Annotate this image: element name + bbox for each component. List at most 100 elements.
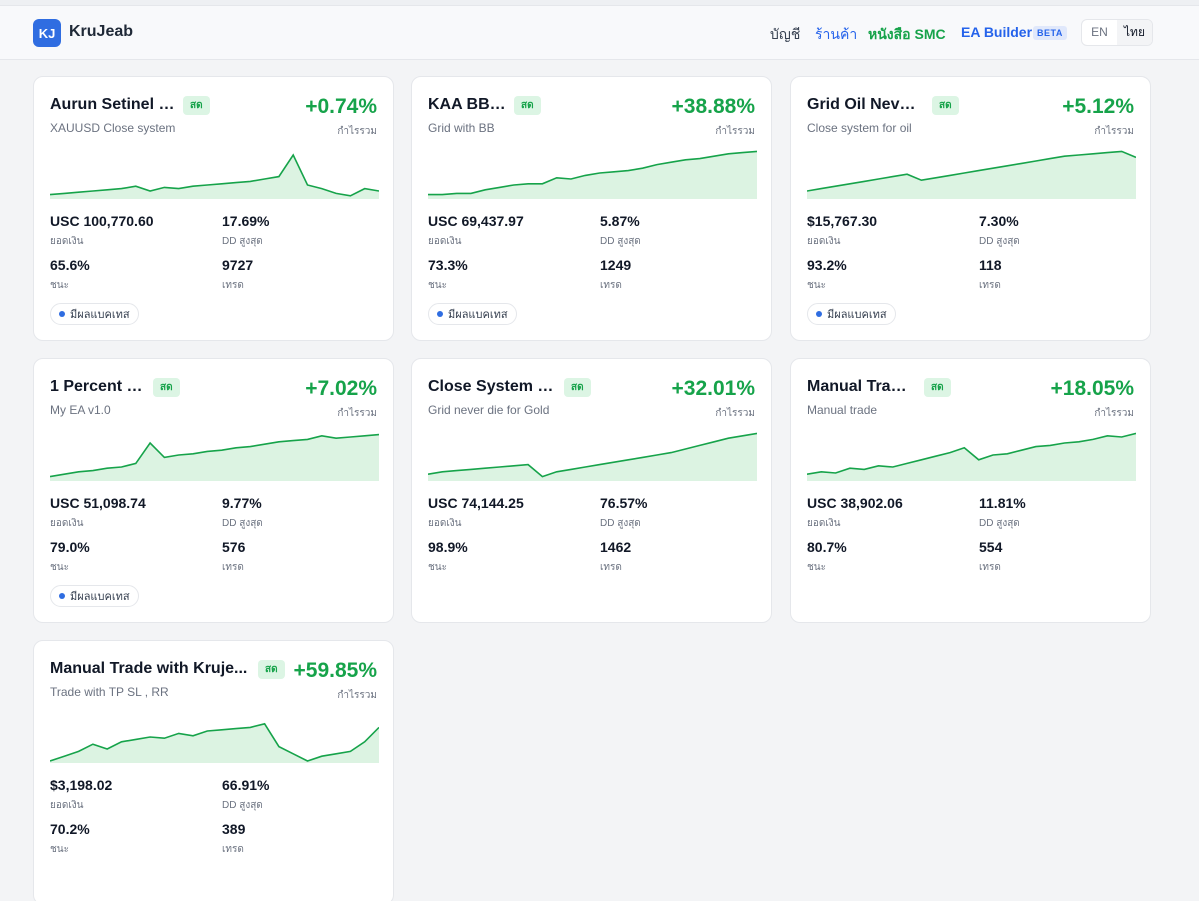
balance-label: ยอดเงิน [807,518,841,529]
ea-card[interactable]: Aurun Setinel v.1 สด XAUUSD Close system +0… [33,76,394,341]
profit-label: กำไรรวม [715,126,755,137]
balance-value: $3,198.02 [50,777,113,793]
live-badge: สด [514,96,541,115]
balance-label: ยอดเงิน [428,518,462,529]
logo-icon[interactable]: KJ [33,19,61,47]
ea-subtitle: Trade with TP SL , RR [50,685,169,699]
sparkline-line [428,150,757,196]
profit-percent: +0.74% [305,95,377,118]
balance-label: ยอดเงิน [428,236,462,247]
backtest-chip[interactable]: มีผลแบคเทส [50,303,139,325]
win-rate-value: 80.7% [807,539,847,555]
live-badge: สด [564,378,591,397]
ea-card[interactable]: Close System V.1 สด Grid never die for Gol… [411,358,772,623]
win-rate-value: 79.0% [50,539,90,555]
nav-shop-link[interactable]: ร้านค้า [815,26,858,42]
trades-value: 9727 [222,257,254,273]
sparkline-area [428,433,757,481]
ea-title: Aurun Setinel v.1 [50,96,175,113]
win-rate-label: ชนะ [50,280,69,291]
max-dd-value: 17.69% [222,213,270,229]
backtest-chip[interactable]: มีผลแบคเทส [50,585,139,607]
ea-card[interactable]: Grid Oil Never die สด Close system for oil… [790,76,1151,341]
win-rate-label: ชนะ [428,562,447,573]
profit-percent: +5.12% [1062,95,1134,118]
beta-badge: BETA [1033,26,1067,40]
ea-subtitle: My EA v1.0 [50,403,111,417]
win-rate-label: ชนะ [50,844,69,855]
balance-label: ยอดเงิน [50,518,84,529]
live-badge: สด [153,378,180,397]
ea-card[interactable]: KAA BB Grid สด Grid with BB +38.88% กำไรรวม U… [411,76,772,341]
ea-card[interactable]: Manual Trade with Kruje... สด Trade with T… [33,640,394,901]
max-dd-value: 9.77% [222,495,262,511]
balance-value: USC 38,902.06 [807,495,903,511]
trades-value: 576 [222,539,246,555]
max-dd-label: DD สูงสุด [222,800,263,811]
balance-label: ยอดเงิน [807,236,841,247]
equity-sparkline [50,433,379,481]
trades-label: เทรด [979,280,1001,291]
max-dd-label: DD สูงสุด [600,518,641,529]
backtest-dot-icon [59,311,65,317]
ea-card[interactable]: 1 Percent EA สด My EA v1.0 +7.02% กำไรรวม USC… [33,358,394,623]
trades-label: เทรด [600,562,622,573]
max-dd-value: 7.30% [979,213,1019,229]
live-badge: สด [258,660,285,679]
trades-label: เทรด [600,280,622,291]
balance-value: USC 51,098.74 [50,495,146,511]
brand-name[interactable]: KruJeab [69,23,134,40]
nav-account-link[interactable]: บัญชี [770,26,801,42]
trades-label: เทรด [222,844,244,855]
equity-sparkline [807,150,1136,199]
backtest-dot-icon [816,311,822,317]
ea-title: Grid Oil Never die [807,96,924,113]
sparkline-area [50,723,379,763]
sparkline-line [807,432,1136,475]
ea-subtitle: Grid with BB [428,121,495,135]
trades-label: เทรด [222,280,244,291]
win-rate-label: ชนะ [807,280,826,291]
trades-value: 118 [979,257,1002,273]
browser-top-strip [0,0,1199,6]
profit-label: กำไรรวม [337,126,377,137]
profit-label: กำไรรวม [1094,408,1134,419]
sparkline-area [807,151,1136,199]
win-rate-label: ชนะ [807,562,826,573]
backtest-chip[interactable]: มีผลแบคเทส [807,303,896,325]
win-rate-value: 73.3% [428,257,468,273]
sparkline-line [50,153,379,197]
win-rate-value: 65.6% [50,257,90,273]
ea-subtitle: XAUUSD Close system [50,121,176,135]
backtest-chip[interactable]: มีผลแบคเทส [428,303,517,325]
win-rate-label: ชนะ [50,562,69,573]
balance-label: ยอดเงิน [50,800,84,811]
profit-percent: +59.85% [293,659,378,682]
lang-en-option[interactable]: EN [1091,25,1108,39]
equity-sparkline [428,150,757,199]
nav-ea-builder-link[interactable]: EA Builder [961,24,1033,40]
sparkline-line [428,432,757,478]
balance-value: USC 74,144.25 [428,495,524,511]
equity-sparkline [50,153,379,199]
sparkline-area [428,151,757,199]
profit-label: กำไรรวม [337,690,377,701]
lang-th-option[interactable]: ไทย [1117,20,1152,45]
trades-label: เทรด [979,562,1001,573]
win-rate-value: 98.9% [428,539,468,555]
ea-card[interactable]: Manual Trade V.1 สด Manual trade +18.05% กำไ… [790,358,1151,623]
sparkline-line [807,150,1136,192]
max-dd-label: DD สูงสุด [222,518,263,529]
sparkline-area [50,434,379,481]
balance-value: USC 100,770.60 [50,213,154,229]
max-dd-label: DD สูงสุด [979,518,1020,529]
backtest-dot-icon [59,593,65,599]
balance-label: ยอดเงิน [50,236,84,247]
balance-value: USC 69,437.97 [428,213,524,229]
ea-subtitle: Manual trade [807,403,878,417]
live-badge: สด [924,378,951,397]
nav-book-link[interactable]: หนังสือ SMC [868,26,946,42]
trades-value: 1462 [600,539,632,555]
equity-sparkline [428,432,757,481]
win-rate-value: 93.2% [807,257,847,273]
